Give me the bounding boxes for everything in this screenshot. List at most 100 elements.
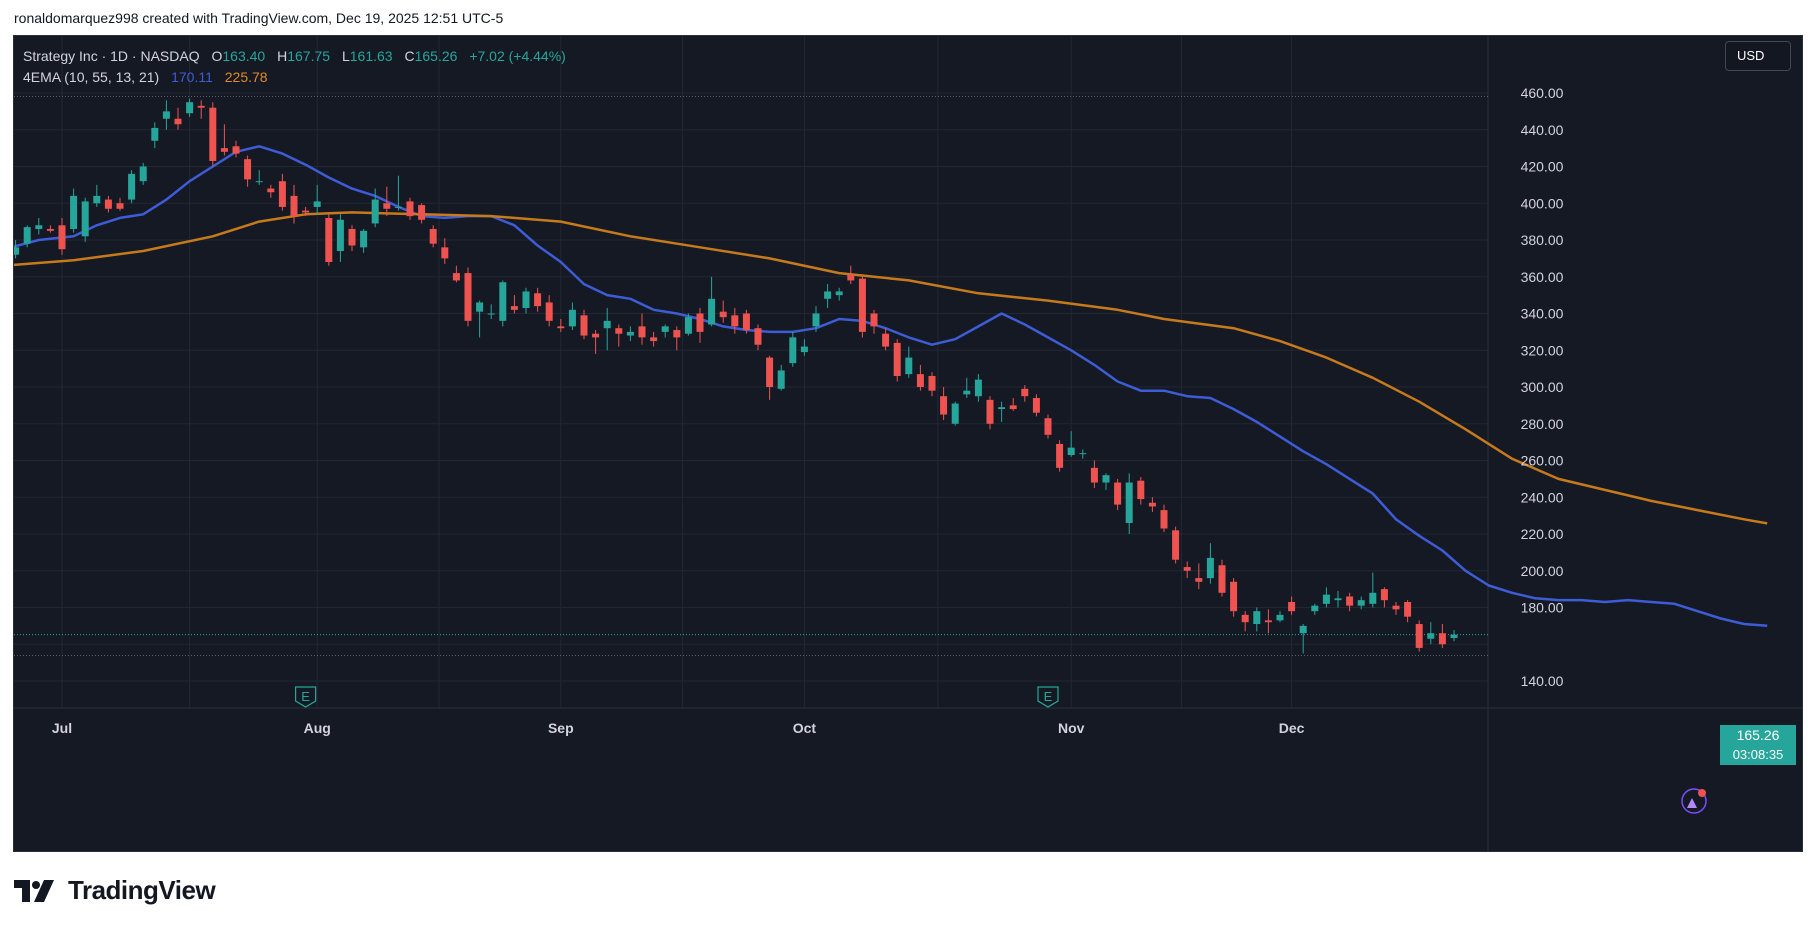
candle-body	[1148, 502, 1156, 507]
candle-body	[638, 326, 646, 338]
candle	[220, 124, 228, 156]
earnings-marker-shape	[1037, 686, 1059, 708]
candle	[209, 102, 217, 167]
last-price-value: 165.26	[1736, 727, 1780, 743]
candle-body	[1137, 480, 1145, 500]
candle-body	[1276, 614, 1284, 621]
candle	[429, 225, 437, 248]
candle-body	[824, 291, 832, 299]
candle-body	[1125, 482, 1133, 523]
candle-body	[58, 225, 66, 250]
candle	[1369, 572, 1377, 608]
candle-body	[441, 247, 449, 259]
candle-body	[731, 315, 739, 327]
candle	[1427, 622, 1435, 645]
candle-body	[940, 396, 948, 415]
brand-footer[interactable]: TradingView	[14, 875, 216, 906]
candle-body	[1288, 601, 1296, 612]
candle	[46, 225, 54, 233]
candle-body	[197, 105, 205, 108]
candle-body	[1090, 467, 1098, 483]
candle	[1206, 543, 1214, 584]
candle-body	[476, 302, 484, 312]
candle	[603, 307, 611, 351]
candle	[1322, 587, 1330, 608]
candle-body	[1021, 388, 1029, 397]
earnings-e-icon[interactable]: E	[1037, 686, 1059, 708]
candle-body	[847, 274, 855, 281]
candle-body	[1357, 600, 1365, 606]
time-axis[interactable]: Jul Aug Sep Oct Nov Dec	[52, 720, 1305, 736]
price-tick-label: 440.00	[1521, 122, 1564, 138]
candle-body	[696, 313, 704, 332]
candle-body	[429, 228, 437, 244]
chart-panel[interactable]: 460.00 440.00 420.00 400.00 380.00 360.00 340.…	[13, 35, 1803, 852]
candle-body	[580, 315, 588, 336]
candle-body	[1195, 578, 1203, 582]
candle	[128, 170, 136, 204]
candle	[162, 100, 170, 130]
candle	[974, 374, 982, 402]
candle-body	[371, 199, 379, 224]
assistant-button[interactable]	[1681, 788, 1707, 814]
candle	[626, 326, 634, 342]
candle	[418, 203, 426, 224]
candle-body	[313, 201, 321, 207]
candle	[116, 197, 124, 211]
candle-body	[661, 326, 669, 332]
earnings-e-icon[interactable]: E	[295, 686, 317, 708]
candle	[870, 309, 878, 334]
price-tick-label: 220.00	[1521, 526, 1564, 542]
candle	[650, 331, 658, 347]
price-tick-label: 200.00	[1521, 563, 1564, 579]
candle-body	[186, 102, 194, 114]
candle	[1137, 477, 1145, 505]
candle-body	[174, 118, 182, 125]
candle	[638, 313, 646, 345]
candle	[661, 324, 669, 338]
candle-body	[1032, 398, 1040, 413]
candle	[893, 339, 901, 382]
candle	[1090, 460, 1098, 489]
candle	[151, 122, 159, 149]
candle-body	[882, 333, 890, 347]
candle	[824, 284, 832, 308]
candle	[336, 214, 344, 263]
ema-fast-line	[14, 145, 1768, 627]
candle	[684, 313, 692, 336]
date-tick-label: Oct	[793, 720, 817, 736]
candle	[371, 188, 379, 228]
candle	[1264, 609, 1272, 634]
candle	[812, 306, 820, 332]
candle	[1032, 394, 1040, 417]
candle	[394, 175, 402, 211]
candle	[731, 307, 739, 334]
candle-body	[14, 247, 20, 255]
candle	[1218, 559, 1226, 597]
candle	[963, 377, 971, 399]
candle-body	[1346, 596, 1354, 606]
candle-body	[1009, 405, 1017, 410]
candle-body	[394, 206, 402, 208]
candle	[777, 364, 785, 391]
price-axis[interactable]: 460.00 440.00 420.00 400.00 380.00 360.00 340.…	[1521, 85, 1564, 689]
candle-body	[464, 273, 472, 321]
currency-button[interactable]: USD	[1725, 41, 1791, 71]
candle	[534, 287, 542, 312]
candle-body	[1056, 443, 1064, 468]
candle	[835, 287, 843, 301]
candle-body	[1299, 625, 1307, 634]
candle	[290, 184, 298, 224]
candle	[1276, 611, 1284, 623]
price-tick-label: 140.00	[1521, 673, 1564, 689]
candle-body	[418, 205, 426, 220]
last-price-tag: 165.26 03:08:35	[1720, 725, 1796, 765]
candle	[174, 107, 182, 130]
candle	[1079, 449, 1087, 459]
candle	[858, 276, 866, 338]
candle-body	[1438, 633, 1446, 645]
date-tick-label: Dec	[1279, 720, 1305, 736]
price-chart[interactable]: 460.00 440.00 420.00 400.00 380.00 360.00 340.…	[14, 36, 1802, 851]
candle-body	[673, 330, 681, 338]
